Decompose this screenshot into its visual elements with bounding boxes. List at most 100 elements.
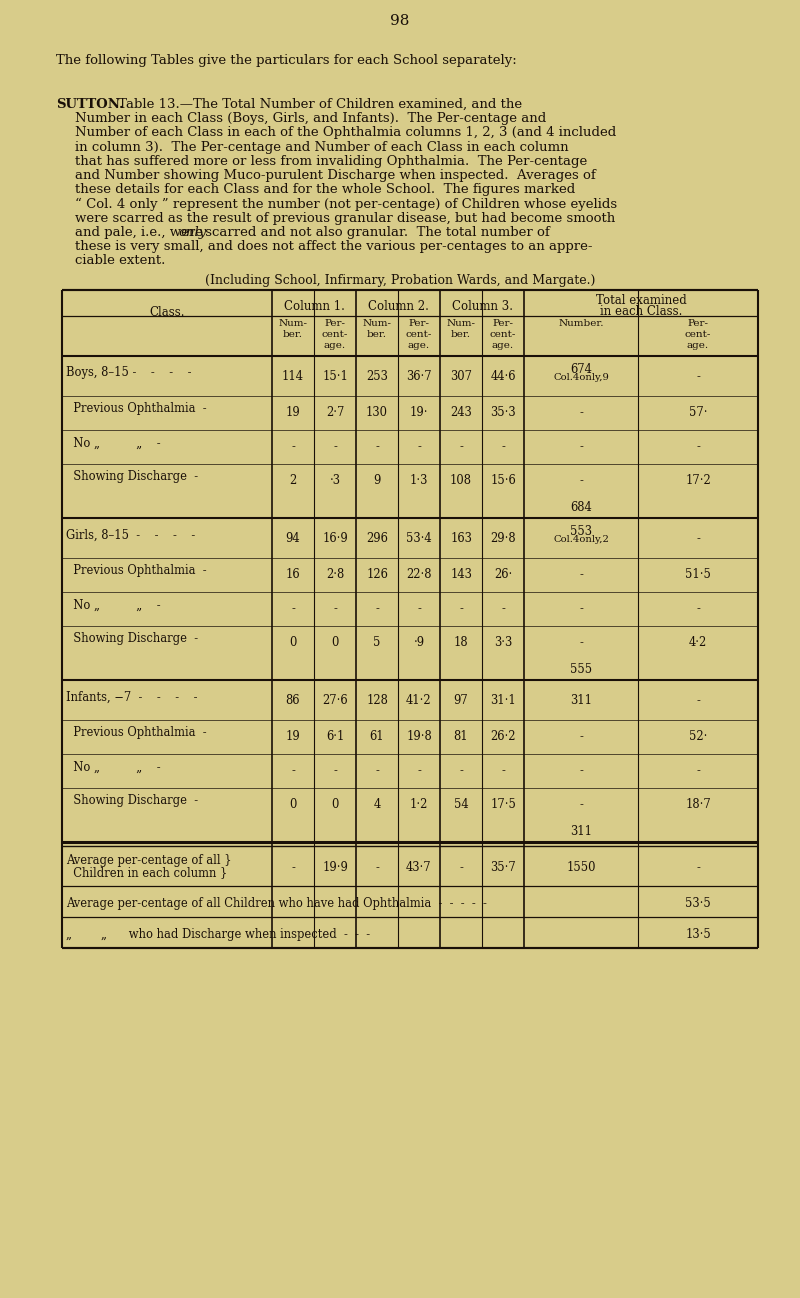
Text: Number.: Number. — [558, 319, 604, 328]
Text: -: - — [375, 765, 379, 778]
Text: Table 13.—The Total Number of Children examined, and the: Table 13.—The Total Number of Children e… — [114, 99, 522, 112]
Text: 0: 0 — [290, 798, 297, 811]
Text: 15·6: 15·6 — [490, 474, 516, 488]
Text: 307: 307 — [450, 370, 472, 383]
Text: Boys, 8–15 -    -    -    -: Boys, 8–15 - - - - — [66, 366, 191, 379]
Text: No „          „    -: No „ „ - — [66, 598, 161, 611]
Text: 0: 0 — [331, 636, 338, 649]
Text: No „          „    -: No „ „ - — [66, 436, 161, 449]
Text: Col.4only,2: Col.4only,2 — [553, 535, 609, 544]
Text: „        „      who had Discharge when inspected  -  -  -: „ „ who had Discharge when inspected - -… — [66, 928, 370, 941]
Text: 1·3: 1·3 — [410, 474, 428, 488]
Text: 553: 553 — [570, 526, 592, 539]
Text: -: - — [417, 765, 421, 778]
Text: Infants, −7  -    -    -    -: Infants, −7 - - - - — [66, 691, 198, 704]
Text: age.: age. — [324, 341, 346, 350]
Text: 2: 2 — [290, 474, 297, 488]
Text: -: - — [696, 370, 700, 383]
Text: -: - — [579, 440, 583, 453]
Text: -: - — [579, 569, 583, 582]
Text: ·3: ·3 — [330, 474, 341, 488]
Text: these is very small, and does not affect the various per-centages to an appre-: these is very small, and does not affect… — [75, 240, 593, 253]
Text: 81: 81 — [454, 731, 468, 744]
Text: -: - — [696, 765, 700, 778]
Text: -: - — [501, 765, 505, 778]
Text: 17·5: 17·5 — [490, 798, 516, 811]
Text: and pale, i.e., were: and pale, i.e., were — [75, 226, 207, 239]
Text: 54: 54 — [454, 798, 468, 811]
Text: -: - — [696, 694, 700, 707]
Text: -: - — [696, 602, 700, 615]
Text: 253: 253 — [366, 370, 388, 383]
Text: 44·6: 44·6 — [490, 370, 516, 383]
Text: SUTTON.: SUTTON. — [56, 99, 124, 112]
Text: 43·7: 43·7 — [406, 862, 432, 875]
Text: -: - — [333, 440, 337, 453]
Text: 0: 0 — [331, 798, 338, 811]
Text: ·9: ·9 — [414, 636, 425, 649]
Text: 94: 94 — [286, 532, 300, 545]
Text: 53·4: 53·4 — [406, 532, 432, 545]
Text: 243: 243 — [450, 406, 472, 419]
Text: ciable extent.: ciable extent. — [75, 254, 166, 267]
Text: these details for each Class and for the whole School.  The figures marked: these details for each Class and for the… — [75, 183, 575, 196]
Text: Col.4only,9: Col.4only,9 — [553, 374, 609, 383]
Text: -: - — [291, 765, 295, 778]
Text: Num-: Num- — [278, 319, 307, 328]
Text: Total examined: Total examined — [596, 295, 686, 308]
Text: 311: 311 — [570, 694, 592, 707]
Text: -: - — [375, 440, 379, 453]
Text: 29·8: 29·8 — [490, 532, 516, 545]
Text: ber.: ber. — [283, 331, 303, 339]
Text: -: - — [579, 406, 583, 419]
Text: Number of each Class in each of the Ophthalmia columns 1, 2, 3 (and 4 included: Number of each Class in each of the Opht… — [75, 126, 616, 139]
Text: 16: 16 — [286, 569, 300, 582]
Text: scarred and not also granular.  The total number of: scarred and not also granular. The total… — [201, 226, 550, 239]
Text: “ Col. 4 only ” represent the number (not per-centage) of Children whose eyelids: “ Col. 4 only ” represent the number (no… — [75, 197, 617, 210]
Text: 26·2: 26·2 — [490, 731, 516, 744]
Text: Children in each column }: Children in each column } — [66, 866, 227, 880]
Text: 128: 128 — [366, 694, 388, 707]
Text: 26·: 26· — [494, 569, 512, 582]
Text: Average per-centage of all }: Average per-centage of all } — [66, 854, 232, 867]
Text: -: - — [501, 602, 505, 615]
Text: 19: 19 — [286, 406, 300, 419]
Text: 17·2: 17·2 — [685, 474, 711, 488]
Text: 3·3: 3·3 — [494, 636, 512, 649]
Text: 296: 296 — [366, 532, 388, 545]
Text: (Including School, Infirmary, Probation Wards, and Margate.): (Including School, Infirmary, Probation … — [205, 274, 595, 287]
Text: -: - — [696, 862, 700, 875]
Text: 0: 0 — [290, 636, 297, 649]
Text: 9: 9 — [374, 474, 381, 488]
Text: -: - — [459, 602, 463, 615]
Text: and Number showing Muco-purulent Discharge when inspected.  Averages of: and Number showing Muco-purulent Dischar… — [75, 169, 596, 182]
Text: 2·8: 2·8 — [326, 569, 344, 582]
Text: 19·9: 19·9 — [322, 862, 348, 875]
Text: 114: 114 — [282, 370, 304, 383]
Text: in column 3).  The Per-centage and Number of each Class in each column: in column 3). The Per-centage and Number… — [75, 140, 569, 153]
Text: -: - — [291, 440, 295, 453]
Text: Column 3.: Column 3. — [451, 300, 513, 313]
Text: Column 2.: Column 2. — [367, 300, 429, 313]
Text: -: - — [333, 765, 337, 778]
Text: 674: 674 — [570, 363, 592, 376]
Text: -: - — [375, 602, 379, 615]
Text: 163: 163 — [450, 532, 472, 545]
Text: 57·: 57· — [689, 406, 707, 419]
Text: 86: 86 — [286, 694, 300, 707]
Text: in each Class.: in each Class. — [600, 305, 682, 318]
Text: 5: 5 — [374, 636, 381, 649]
Text: -: - — [459, 862, 463, 875]
Text: cent-: cent- — [685, 331, 711, 339]
Text: 51·5: 51·5 — [685, 569, 711, 582]
Text: Previous Ophthalmia  -: Previous Ophthalmia - — [66, 402, 206, 415]
Text: 52·: 52· — [689, 731, 707, 744]
Text: Column 1.: Column 1. — [283, 300, 345, 313]
Text: Showing Discharge  -: Showing Discharge - — [66, 794, 198, 807]
Text: -: - — [459, 765, 463, 778]
Text: Per-: Per- — [493, 319, 514, 328]
Text: -: - — [579, 602, 583, 615]
Text: 22·8: 22·8 — [406, 569, 432, 582]
Text: 27·6: 27·6 — [322, 694, 348, 707]
Text: -: - — [696, 440, 700, 453]
